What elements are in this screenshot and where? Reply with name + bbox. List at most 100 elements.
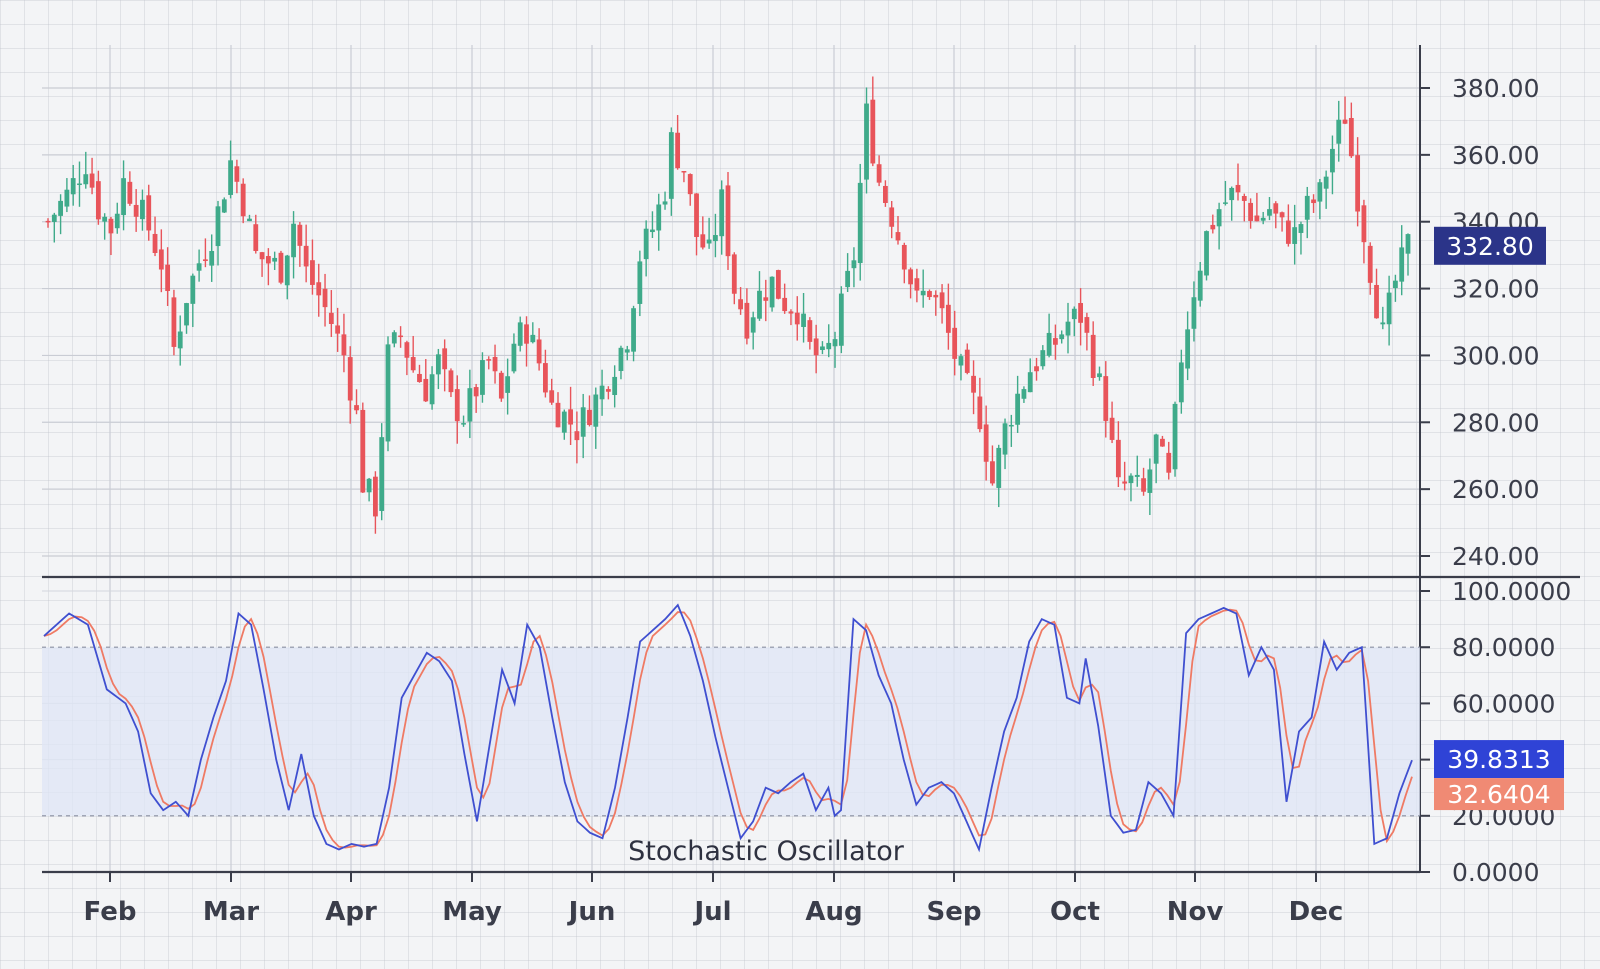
candle <box>687 173 693 206</box>
candle <box>1292 204 1298 265</box>
candle <box>1298 221 1304 255</box>
candle-body <box>637 261 643 304</box>
candle-body <box>599 385 605 400</box>
price-tick-label: 360.00 <box>1452 141 1539 170</box>
candle <box>1166 441 1172 480</box>
candle <box>467 369 473 439</box>
candle-body <box>958 356 964 366</box>
candle <box>1248 198 1253 229</box>
candle <box>51 212 57 243</box>
month-label: Apr <box>325 897 377 927</box>
candle-body <box>543 363 548 393</box>
candle <box>1235 163 1241 201</box>
candle-body <box>1323 176 1329 189</box>
candle <box>1380 306 1386 330</box>
candle-body <box>1040 350 1046 367</box>
candle-body <box>750 317 756 333</box>
candle <box>152 216 158 257</box>
candle <box>133 189 139 232</box>
candle-body <box>895 232 901 241</box>
candle <box>417 364 422 383</box>
candle <box>964 343 970 375</box>
candle <box>360 402 366 493</box>
current-price-label: 332.80 <box>1446 232 1533 261</box>
candle-body <box>190 275 196 304</box>
candle <box>650 211 655 239</box>
candle-body <box>719 189 725 237</box>
candle-body <box>1330 148 1335 173</box>
d-value-badge <box>1434 778 1564 811</box>
candle <box>95 170 101 225</box>
candle <box>543 349 548 398</box>
candle <box>140 189 145 231</box>
candle-body <box>480 360 485 395</box>
candle <box>1204 230 1209 281</box>
candle-body <box>794 312 800 325</box>
candle <box>234 159 240 194</box>
candle <box>1115 421 1121 488</box>
candle-body <box>996 447 1002 488</box>
candle <box>990 445 995 486</box>
candle-body <box>1210 224 1216 230</box>
candle <box>895 215 901 245</box>
candle-body <box>1216 209 1222 227</box>
candle-body <box>133 204 139 217</box>
current-price-badge <box>1434 226 1546 265</box>
candle <box>221 197 227 214</box>
candle <box>977 377 983 433</box>
candle-body <box>1223 202 1228 204</box>
candle-body <box>744 302 750 339</box>
candle-body <box>165 264 171 292</box>
candle-body <box>391 332 397 344</box>
candle <box>373 471 378 534</box>
candle <box>643 220 649 277</box>
candle-body <box>209 250 215 266</box>
candle-body <box>656 204 662 231</box>
candle-body <box>933 294 939 298</box>
candle <box>184 302 189 334</box>
candle-body <box>813 338 819 356</box>
candle-body <box>221 199 227 213</box>
candle-body <box>876 164 882 183</box>
candle <box>70 164 76 206</box>
candle <box>524 316 529 367</box>
candle-body <box>322 288 328 308</box>
candle <box>1021 386 1027 403</box>
price-tick-label: 240.00 <box>1452 542 1539 571</box>
month-label: Sep <box>927 897 982 927</box>
candle-body <box>561 411 567 433</box>
candle-body <box>335 325 341 334</box>
candle-body <box>423 378 429 402</box>
candle-body <box>442 348 448 370</box>
candle <box>1355 137 1361 227</box>
candle-body <box>1065 321 1071 336</box>
candle <box>108 216 114 256</box>
candle-body <box>857 182 863 264</box>
candle <box>448 368 454 398</box>
candle-body <box>1197 270 1203 301</box>
candle-body <box>152 233 158 254</box>
oscillator-band <box>42 646 1420 817</box>
candle <box>1109 401 1115 444</box>
candle <box>996 444 1002 508</box>
candle <box>58 194 63 235</box>
candle-body <box>901 244 907 270</box>
candle <box>851 247 857 288</box>
candle-body <box>769 276 775 308</box>
candle <box>883 180 888 207</box>
candle <box>908 267 913 299</box>
candle <box>587 395 592 427</box>
candle <box>1260 211 1266 225</box>
candle-body <box>1015 393 1021 425</box>
candle-body <box>1191 297 1197 329</box>
candle <box>681 171 687 183</box>
candle <box>725 172 731 270</box>
candle <box>1317 178 1323 220</box>
candle-body <box>1204 231 1209 276</box>
candle-body <box>914 278 920 291</box>
candle-body <box>908 269 913 285</box>
oscillator-axis: 100.000080.000060.000040.000020.00000.00… <box>1420 577 1571 887</box>
candle <box>1323 170 1329 209</box>
candle-body <box>127 181 133 204</box>
